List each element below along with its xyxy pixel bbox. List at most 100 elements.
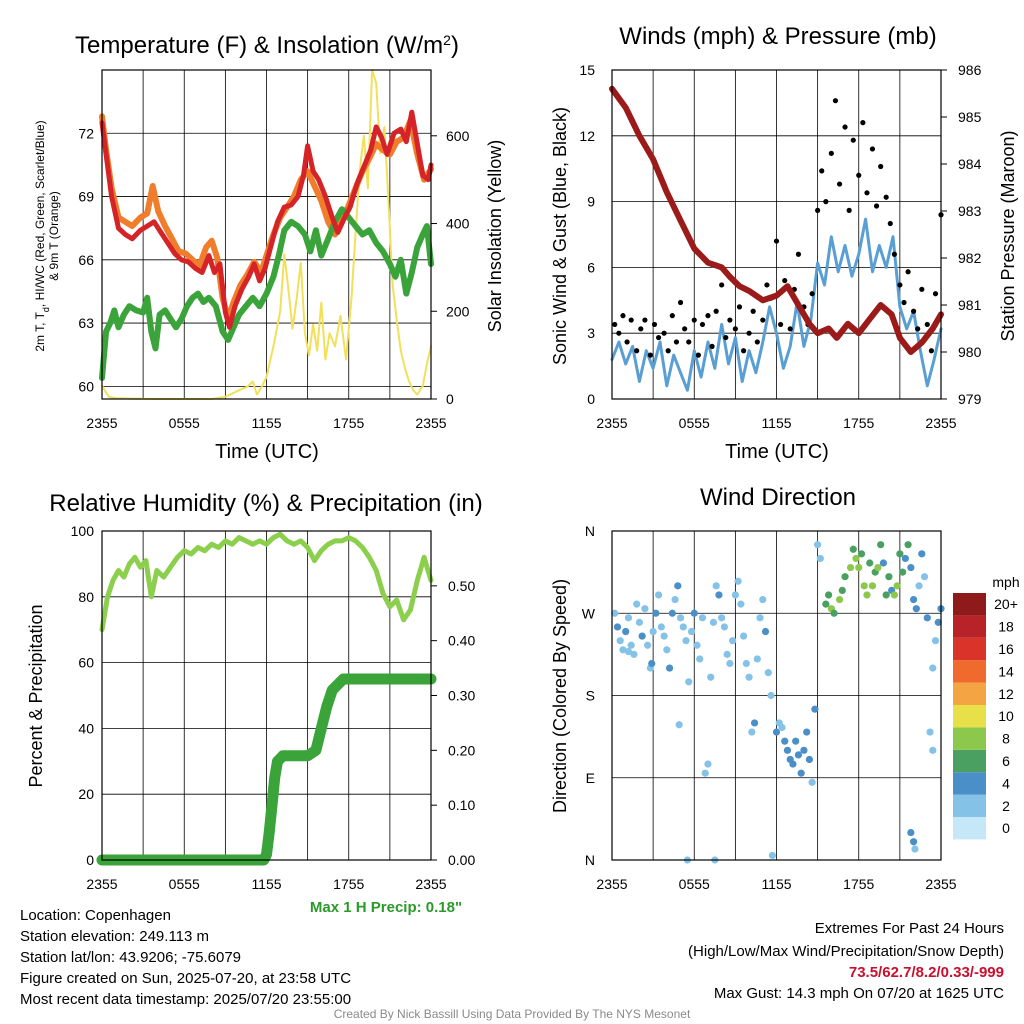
- x-tick-label: 2355: [415, 415, 446, 431]
- y-tick-label: 100: [71, 523, 95, 539]
- gust-point: [924, 321, 930, 328]
- plot-frame: [611, 69, 942, 400]
- legend-label: 16: [998, 641, 1014, 657]
- gust-point: [760, 317, 766, 323]
- wind-direction-point: [704, 760, 712, 768]
- wind-direction-point: [750, 719, 759, 727]
- y-right-tick-label: 979: [958, 391, 982, 407]
- legend-swatch: [953, 637, 986, 661]
- wind-direction-point: [687, 627, 696, 636]
- wind-direction-point: [748, 728, 756, 736]
- station-latlon: Station lat/lon: 43.9206; -75.6079: [20, 949, 242, 966]
- y-right-tick-label: 400: [446, 216, 470, 232]
- wind-direction-point: [648, 659, 656, 668]
- wind-direction-point: [772, 728, 781, 736]
- wind-direction-point: [874, 563, 882, 572]
- x-tick-label: 2355: [925, 876, 956, 892]
- wind-direction-point: [907, 563, 915, 572]
- y-tick-label: N: [585, 523, 595, 539]
- legend-label: 4: [1002, 775, 1010, 791]
- legend-swatch: [953, 727, 986, 750]
- gust-point: [905, 269, 911, 275]
- gust-point: [860, 120, 866, 126]
- gust-point: [836, 181, 843, 187]
- precipitation-line: [96, 673, 437, 866]
- x-tick-label: 0555: [679, 876, 710, 892]
- y-tick-label: 72: [78, 125, 94, 141]
- wind-direction-point: [720, 623, 729, 631]
- station-location: Location: Copenhagen: [20, 907, 171, 924]
- y-right-tick-label: 982: [958, 250, 982, 266]
- wind-direction-point: [676, 614, 685, 622]
- wind-direction-point: [701, 769, 709, 777]
- y-tick-label: S: [586, 688, 595, 704]
- wind-direction-point: [909, 595, 918, 604]
- winds-plot: 2355 0555 1155 1755 235503691215979980981982…: [579, 62, 981, 431]
- temperature-left-axis-title-2: & 9m T (Orange): [47, 191, 61, 281]
- gust-point: [665, 348, 671, 354]
- wind-direction-point: [679, 623, 687, 631]
- wind-direction-point: [783, 746, 792, 754]
- legend-label: 6: [1002, 753, 1010, 769]
- legend-swatch: [953, 660, 986, 683]
- gust-point: [620, 313, 626, 319]
- winds-panel-title: Winds (mph) & Pressure (mb): [619, 23, 936, 50]
- gust-point: [864, 190, 870, 196]
- sonic-wind-line: [610, 217, 943, 392]
- gust-point: [686, 339, 692, 345]
- wind-direction-point: [652, 609, 660, 617]
- x-tick-label: 0555: [679, 415, 710, 431]
- gust-point: [883, 194, 889, 200]
- gust-point: [932, 291, 939, 297]
- y-tick-label: 69: [78, 189, 94, 205]
- y-tick-label: E: [586, 770, 595, 786]
- gust-point: [809, 291, 815, 297]
- y-tick-label: 60: [78, 655, 94, 671]
- wind-direction-point: [729, 637, 737, 645]
- wind-direction-point: [857, 550, 866, 558]
- wind-direction-point: [879, 559, 888, 567]
- legend-label: 0: [1002, 820, 1010, 836]
- wind-direction-panel-title: Wind Direction: [700, 484, 856, 511]
- x-tick-label: 1155: [251, 415, 281, 431]
- wind-direction-point: [915, 582, 923, 590]
- gust-point: [891, 251, 897, 257]
- wind-direction-point: [768, 851, 776, 860]
- gust-point: [750, 308, 756, 314]
- wind-direction-point: [627, 641, 635, 649]
- gust-point: [869, 146, 876, 152]
- y-tick-label: 60: [78, 378, 94, 394]
- y-right-tick-label: 0.40: [448, 633, 475, 649]
- figure-created: Figure created on Sun, 2025-07-20, at 23…: [20, 970, 352, 987]
- wind-direction-point: [641, 605, 649, 613]
- y-right-tick-label: 0.10: [448, 797, 475, 813]
- wind-direction-point: [675, 721, 683, 729]
- legend-swatch: [953, 705, 986, 728]
- wind-direction-point: [918, 550, 926, 558]
- wind-direction-point: [731, 591, 739, 599]
- wind-direction-point: [882, 591, 890, 599]
- legend-swatch: [953, 794, 986, 817]
- temperature-right-axis-title: Solar Insolation (Yellow): [485, 140, 505, 332]
- wind-direction-point: [740, 632, 748, 640]
- wind-direction-point: [715, 591, 723, 599]
- wind-direction-point: [899, 568, 907, 576]
- wind-direction-point: [649, 627, 657, 636]
- wind-direction-point: [737, 600, 745, 608]
- wind-direction-point: [866, 559, 874, 567]
- gust-point: [782, 277, 788, 284]
- x-tick-label: 1155: [251, 876, 281, 892]
- gust-point: [787, 326, 793, 332]
- gust-point: [695, 352, 701, 358]
- y-tick-label: 12: [579, 128, 595, 144]
- wind-direction-point: [901, 554, 909, 563]
- wind-direction-point: [860, 582, 868, 590]
- gust-point: [656, 334, 662, 341]
- gust-point: [612, 321, 618, 328]
- wind-direction-point: [830, 609, 838, 617]
- gust-point: [915, 326, 921, 332]
- gust-point: [647, 352, 653, 358]
- wind-direction-point: [764, 669, 772, 677]
- humidity-left-axis-title: Percent & Precipitation: [26, 604, 46, 787]
- legend-swatch: [953, 749, 986, 773]
